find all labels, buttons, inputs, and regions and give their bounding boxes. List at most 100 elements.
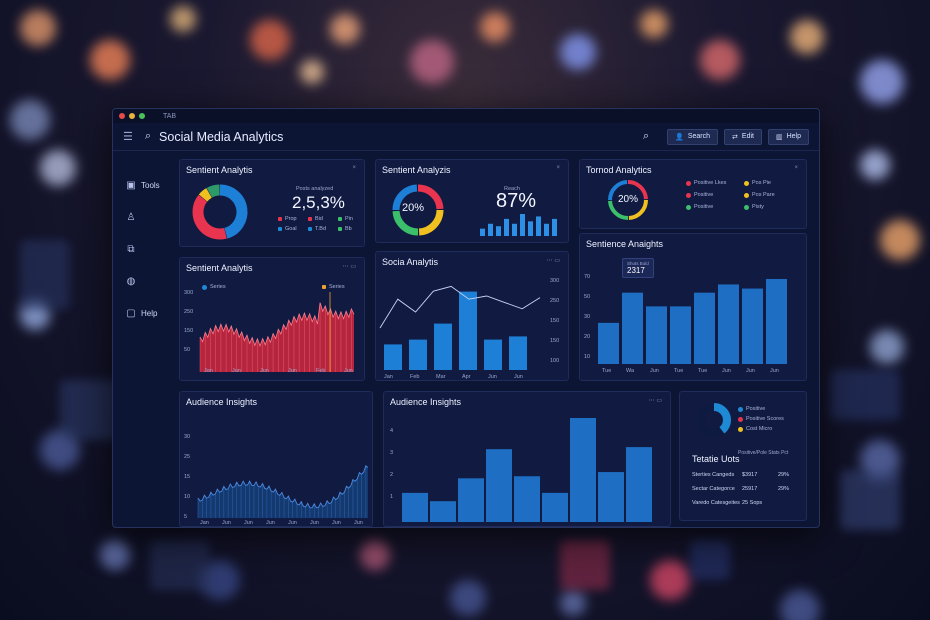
- sentiment-donut-chart: [192, 184, 248, 240]
- bar: [766, 278, 787, 364]
- totals-cell-label: Sterties Cangeds: [692, 472, 735, 478]
- tooltip-label: Shots Bold: [627, 261, 649, 266]
- y-tick-label: 10: [184, 494, 191, 500]
- x-tick-label: Tue: [674, 368, 684, 374]
- edit-button[interactable]: ⇄ Edit: [724, 128, 762, 145]
- y-tick-label: 100: [550, 358, 560, 364]
- sentience-bar-chart: [598, 278, 787, 364]
- legend-item: Bid: [308, 216, 323, 222]
- donut-slice: [713, 403, 731, 434]
- minimize-dot-icon[interactable]: [129, 113, 135, 119]
- bar: [598, 322, 619, 364]
- card-title: Sentience Anaights: [586, 239, 664, 249]
- y-tick-label: 300: [184, 290, 194, 296]
- title-bar: TAB: [113, 109, 819, 123]
- ring-segment: [418, 209, 444, 236]
- sidebar-item-globe[interactable]: ◍: [113, 265, 165, 297]
- totals-cell-pct: 29%: [778, 486, 790, 492]
- legend-swatch: [308, 217, 312, 221]
- background-device: [150, 540, 210, 590]
- card-controls[interactable]: ⋯ ▭: [546, 258, 560, 264]
- window-title: TAB: [163, 112, 177, 120]
- x-tick-label: Jan: [384, 374, 393, 380]
- x-tick-label: Wa: [626, 368, 635, 374]
- legend-swatch: [338, 227, 342, 231]
- x-tick-label: Jun: [722, 368, 731, 374]
- sidebar-item-tools[interactable]: ▣ Tools: [113, 169, 165, 201]
- card-title: Sentient Analytis: [186, 263, 253, 273]
- bar: [486, 449, 512, 522]
- y-tick-label: 10: [584, 354, 591, 360]
- ring-segment: [417, 184, 444, 210]
- y-tick-label: 70: [584, 274, 591, 280]
- y-tick-label: 150: [550, 318, 560, 324]
- sidebar-item-help[interactable]: ▢ Help: [113, 297, 165, 329]
- user-icon: 👤: [675, 133, 684, 141]
- donut-slice: [697, 403, 724, 437]
- totals-cell-pct: 29%: [778, 472, 790, 478]
- y-tick-label: 5: [184, 514, 188, 520]
- background-device: [840, 470, 900, 530]
- legend-label: Pin: [345, 216, 353, 222]
- tooltip: Shots Bold 2317: [622, 258, 654, 278]
- page-title: Social Media Analytics: [159, 129, 284, 144]
- legend-item: Positive: [686, 192, 713, 198]
- legend-item: Pos Pare: [744, 192, 775, 198]
- card-title: Sentient Analyzis: [382, 165, 451, 175]
- x-tick-label: Tue: [602, 368, 612, 374]
- x-tick-label: Mar: [436, 374, 446, 380]
- close-dot-icon[interactable]: [119, 113, 125, 119]
- card-controls[interactable]: ⋯ ▭: [342, 264, 356, 270]
- bar: [552, 218, 557, 236]
- totals-cell-value: 25 Sops: [742, 500, 763, 506]
- help-button-label: Help: [786, 133, 801, 140]
- y-tick-label: 150: [550, 338, 560, 344]
- bokeh-light: [650, 560, 690, 600]
- ring-segment: [392, 210, 419, 236]
- menu-icon[interactable]: ☰: [123, 131, 133, 143]
- close-icon[interactable]: ×: [556, 165, 560, 171]
- help-button[interactable]: ▥ Help: [767, 128, 809, 145]
- sidebar-item-links[interactable]: ⧉: [113, 233, 165, 265]
- y-tick-label: 30: [584, 314, 591, 320]
- legend-item: Positive: [686, 204, 713, 210]
- bar: [504, 218, 509, 236]
- bokeh-light: [170, 6, 196, 32]
- y-tick-label: 15: [184, 474, 191, 480]
- audience-bars-card: Audience Insights ⋯ ▭ 4 3 2 1: [383, 391, 671, 527]
- legend-swatch: [744, 204, 749, 210]
- legend-swatch: [322, 285, 326, 289]
- legend-swatch: [686, 180, 691, 186]
- legend-item: T.Bd: [308, 226, 326, 232]
- social-analytics-card: Socia Analytis ⋯ ▭ 300 250 150 150 100 Jan Fe…: [375, 251, 569, 381]
- y-tick-label: 30: [184, 434, 191, 440]
- ring-segment: [628, 199, 648, 220]
- bokeh-light: [20, 10, 56, 46]
- posts-value: 2,5,3%: [292, 193, 345, 212]
- trend-line: [379, 285, 541, 329]
- bar: [488, 223, 493, 236]
- sentiment-ring-chart: [392, 184, 444, 236]
- legend-label: Positive Lkes: [694, 180, 727, 186]
- close-icon[interactable]: ×: [794, 165, 798, 171]
- x-tick-label: Jun: [288, 368, 297, 374]
- maximize-dot-icon[interactable]: [139, 113, 145, 119]
- legend-swatch: [278, 217, 282, 221]
- background-device: [560, 540, 610, 590]
- bokeh-light: [410, 40, 454, 84]
- bokeh-light: [90, 40, 130, 80]
- x-tick-label: Jun: [260, 368, 269, 374]
- y-tick-label: 250: [184, 309, 194, 315]
- totals-card: Positive Positive Scores Cost Micro Positi…: [679, 391, 807, 521]
- close-icon[interactable]: ×: [352, 165, 356, 171]
- card-controls[interactable]: ⋯ ▭: [648, 398, 662, 404]
- sidebar-item-users[interactable]: ♙: [113, 201, 165, 233]
- search-button[interactable]: 👤 Search: [667, 128, 719, 145]
- search-icon[interactable]: ⌕: [642, 130, 650, 142]
- y-tick-label: 3: [390, 450, 394, 456]
- search-icon[interactable]: ⌕: [144, 130, 152, 142]
- background-device: [60, 380, 120, 440]
- sentiment-donut-card: Sentient Analytis × Posts analyzed 2,5,3…: [179, 159, 365, 247]
- ring-segment: [627, 180, 648, 200]
- legend-swatch: [202, 284, 207, 290]
